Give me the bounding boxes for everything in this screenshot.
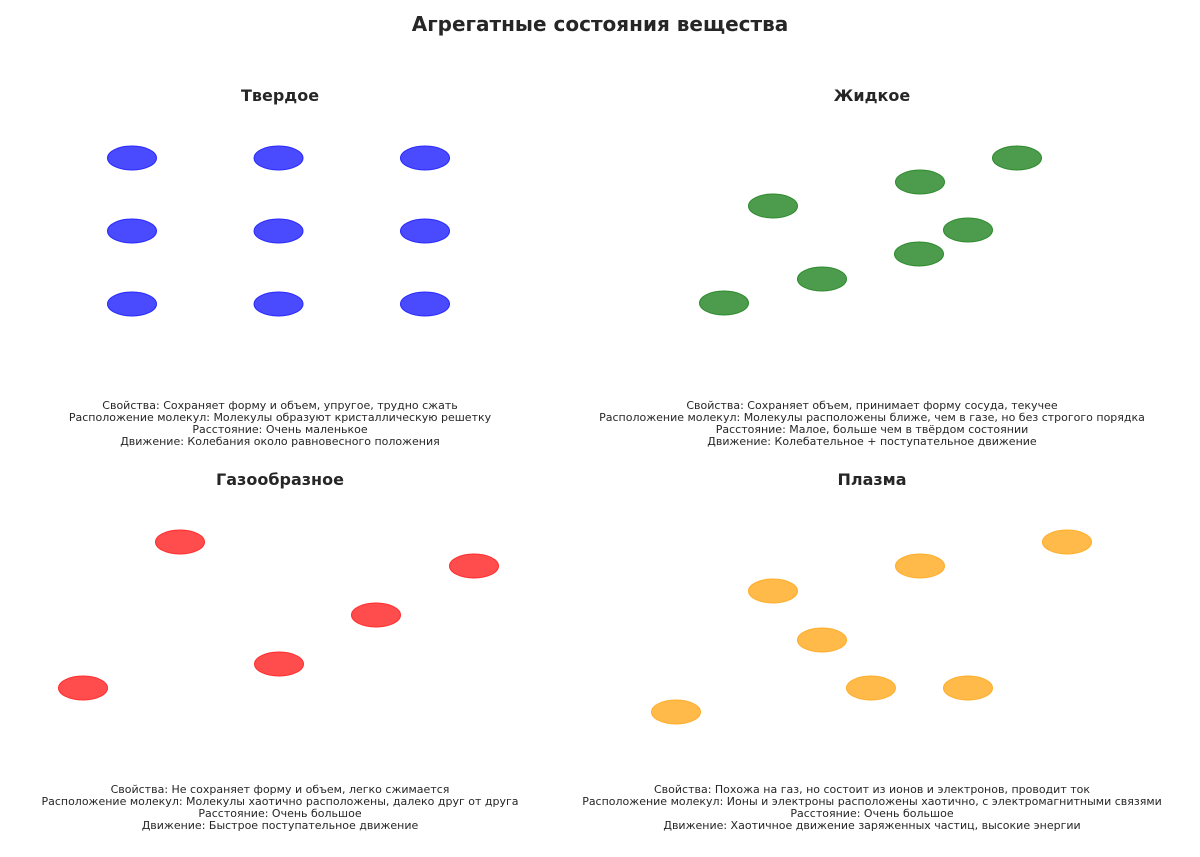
plasma-motion: Движение: Хаотичное движение заряженных … xyxy=(663,819,1081,832)
solid-particle xyxy=(400,145,450,171)
liquid-particle xyxy=(992,145,1042,171)
solid-particle xyxy=(107,145,157,171)
solid-arrangement: Расположение молекул: Молекулы образуют … xyxy=(68,411,492,424)
solid-properties: Свойства: Сохраняет форму и объем, упруг… xyxy=(102,399,458,412)
liquid-particles xyxy=(699,145,1042,316)
solid-distance: Расстояние: Очень маленькое xyxy=(192,423,368,436)
panel-liquid: Жидкое Свойства: Сохраняет объем, приним… xyxy=(592,0,1152,448)
gas-particle xyxy=(449,553,499,579)
gas-properties: Свойства: Не сохраняет форму и объем, ле… xyxy=(110,783,450,796)
plasma-arrangement: Расположение молекул: Ионы и электроны р… xyxy=(582,795,1162,808)
panel-title-solid: Твердое xyxy=(240,86,320,105)
panel-gas: Газообразное Свойства: Не сохраняет форм… xyxy=(0,384,560,832)
panel-title-plasma: Плазма xyxy=(837,470,907,489)
liquid-properties: Свойства: Сохраняет объем, принимает фор… xyxy=(686,399,1058,412)
panel-solid: Твердое Свойства: Сохраняет форму и объе… xyxy=(0,0,560,448)
plasma-particle xyxy=(943,675,993,701)
gas-particle xyxy=(351,602,401,628)
solid-particle xyxy=(107,218,157,244)
solid-particle xyxy=(400,218,450,244)
plasma-properties: Свойства: Похожа на газ, но состоит из и… xyxy=(653,783,1090,796)
liquid-particle xyxy=(894,241,944,267)
desc-liquid: Свойства: Сохраняет объем, принимает фор… xyxy=(552,400,1192,448)
panel-plasma: Плазма Свойства: Похожа на газ, но состо… xyxy=(582,384,1162,832)
plasma-distance: Расстояние: Очень большое xyxy=(790,807,954,820)
plasma-particle xyxy=(651,699,701,725)
page-title: Агрегатные состояния вещества xyxy=(411,12,789,36)
solid-particles xyxy=(107,145,450,317)
desc-gas: Свойства: Не сохраняет форму и объем, ле… xyxy=(0,784,600,832)
panel-title-liquid: Жидкое xyxy=(833,86,911,105)
liquid-distance: Расстояние: Малое, больше чем в твёрдом … xyxy=(715,423,1029,436)
liquid-particle xyxy=(797,266,847,292)
solid-particle xyxy=(253,218,304,244)
gas-particle xyxy=(155,529,205,555)
plasma-particle xyxy=(797,627,847,653)
liquid-particle xyxy=(895,169,945,195)
desc-plasma: Свойства: Похожа на газ, но состоит из и… xyxy=(552,784,1192,832)
plasma-particles xyxy=(651,529,1092,725)
gas-distance: Расстояние: Очень большое xyxy=(198,807,362,820)
liquid-arrangement: Расположение молекул: Молекулы расположе… xyxy=(599,411,1145,424)
plasma-particle xyxy=(895,553,945,579)
panel-title-gas: Газообразное xyxy=(216,470,344,489)
gas-particle xyxy=(254,651,304,677)
solid-motion: Движение: Колебания около равновесного п… xyxy=(120,435,440,448)
desc-solid: Свойства: Сохраняет форму и объем, упруг… xyxy=(0,400,600,448)
gas-motion: Движение: Быстрое поступательное движени… xyxy=(141,819,419,832)
gas-particles xyxy=(58,529,499,701)
solid-particle xyxy=(253,145,304,171)
plasma-particle xyxy=(748,578,798,604)
gas-arrangement: Расположение молекул: Молекулы хаотично … xyxy=(41,795,519,808)
plasma-particle xyxy=(846,675,896,701)
solid-particle xyxy=(253,291,304,317)
liquid-particle xyxy=(699,290,749,316)
solid-particle xyxy=(400,291,450,317)
gas-particle xyxy=(58,675,108,701)
liquid-particle xyxy=(943,217,993,243)
liquid-motion: Движение: Колебательное + поступательное… xyxy=(707,435,1037,448)
liquid-particle xyxy=(748,193,798,219)
plasma-particle xyxy=(1042,529,1092,555)
solid-particle xyxy=(107,291,157,317)
